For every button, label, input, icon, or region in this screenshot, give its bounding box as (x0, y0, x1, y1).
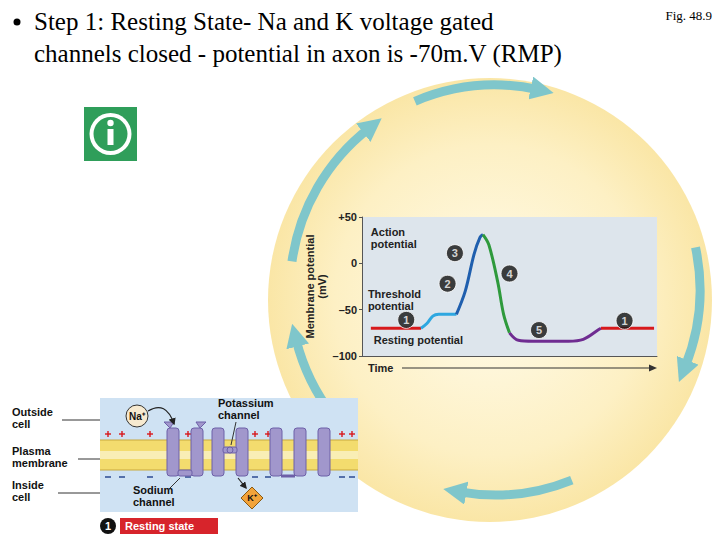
svg-text:0: 0 (351, 257, 357, 269)
svg-text:Membrane potential: Membrane potential (304, 235, 316, 339)
svg-text:4: 4 (506, 268, 513, 280)
html-text:Fig. 48.9: Fig. 48.9 (665, 8, 712, 23)
svg-text:–100: –100 (333, 350, 357, 362)
html-text:channels closed - potential in: channels closed - potential in axon is -… (34, 40, 562, 67)
svg-text:5: 5 (536, 324, 542, 336)
svg-text:Potassiumchannel: Potassiumchannel (218, 397, 274, 421)
html-text:Step 1: Resting State- Na and: Step 1: Resting State- Na and K voltage … (34, 8, 494, 35)
svg-text:Na⁺: Na⁺ (129, 411, 146, 422)
svg-text:–50: –50 (339, 304, 357, 316)
svg-text:1: 1 (105, 520, 111, 532)
svg-text:(mV): (mV) (316, 274, 328, 299)
svg-text:+50: +50 (338, 211, 357, 223)
svg-text:Action: Action (371, 226, 406, 238)
svg-text:Resting potential: Resting potential (374, 334, 463, 346)
svg-text:Plasmamembrane: Plasmamembrane (12, 445, 68, 469)
svg-text:2: 2 (444, 278, 450, 290)
svg-text:1: 1 (403, 314, 409, 326)
svg-text:1: 1 (621, 315, 627, 327)
svg-text:Time: Time (368, 362, 393, 374)
svg-text:Resting state: Resting state (125, 520, 194, 532)
svg-text:Outsidecell: Outsidecell (12, 406, 53, 430)
svg-text:potential: potential (371, 238, 417, 250)
svg-text:Threshold: Threshold (368, 288, 421, 300)
svg-text:Sodiumchannel: Sodiumchannel (133, 484, 175, 508)
svg-text:potential: potential (368, 300, 414, 312)
svg-text:3: 3 (452, 247, 458, 259)
svg-text:K⁺: K⁺ (247, 493, 257, 503)
svg-text:Insidecell: Insidecell (12, 479, 44, 503)
